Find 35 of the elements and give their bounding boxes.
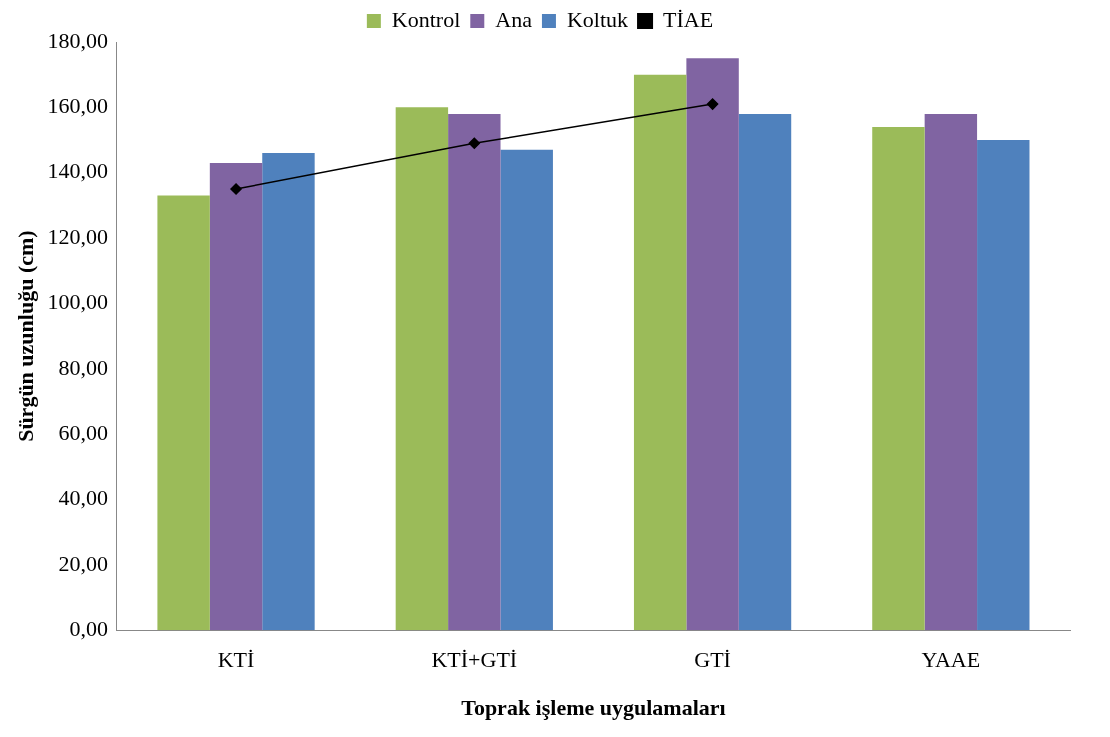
x-tick-label: GTİ: [694, 647, 731, 673]
y-tick-label: 20,00: [58, 550, 108, 576]
bar: [633, 74, 687, 631]
x-tick-label: KTİ+GTİ: [431, 647, 518, 673]
point: [468, 137, 481, 150]
legend-label: Koltuk: [566, 6, 629, 32]
point: [706, 98, 719, 110]
y-tick-label: 140,00: [47, 158, 108, 184]
bar: [872, 126, 925, 631]
bar: [209, 162, 263, 631]
bar: [262, 153, 315, 631]
x-tick-label: KTİ: [217, 647, 255, 673]
y-tick-label: 40,00: [58, 485, 108, 511]
legend-label: TİAE: [663, 6, 714, 32]
point: [230, 183, 242, 195]
y-tick-label: 0,00: [69, 615, 108, 641]
y-tick-label: 80,00: [58, 354, 108, 380]
legend-label: Kontrol: [391, 6, 461, 32]
x-axis-title: Toprak işleme uygulamaları: [461, 695, 726, 721]
bar: [738, 113, 792, 631]
bar: [924, 113, 978, 631]
y-tick-label: 120,00: [47, 223, 108, 249]
y-tick-label: 180,00: [47, 27, 108, 53]
bar: [157, 195, 210, 631]
bar: [395, 107, 449, 631]
y-tick-label: 160,00: [47, 93, 108, 119]
bar: [448, 113, 501, 631]
y-tick-label: 100,00: [47, 289, 108, 315]
bar: [977, 140, 1030, 631]
y-tick-label: 60,00: [58, 419, 108, 445]
x-tick-label: YAAE: [921, 647, 981, 673]
legend-label: Ana: [495, 6, 533, 32]
bar: [500, 149, 553, 631]
bar: [686, 58, 739, 631]
y-axis-title: Sürgün uzunluğu (cm): [12, 230, 38, 442]
